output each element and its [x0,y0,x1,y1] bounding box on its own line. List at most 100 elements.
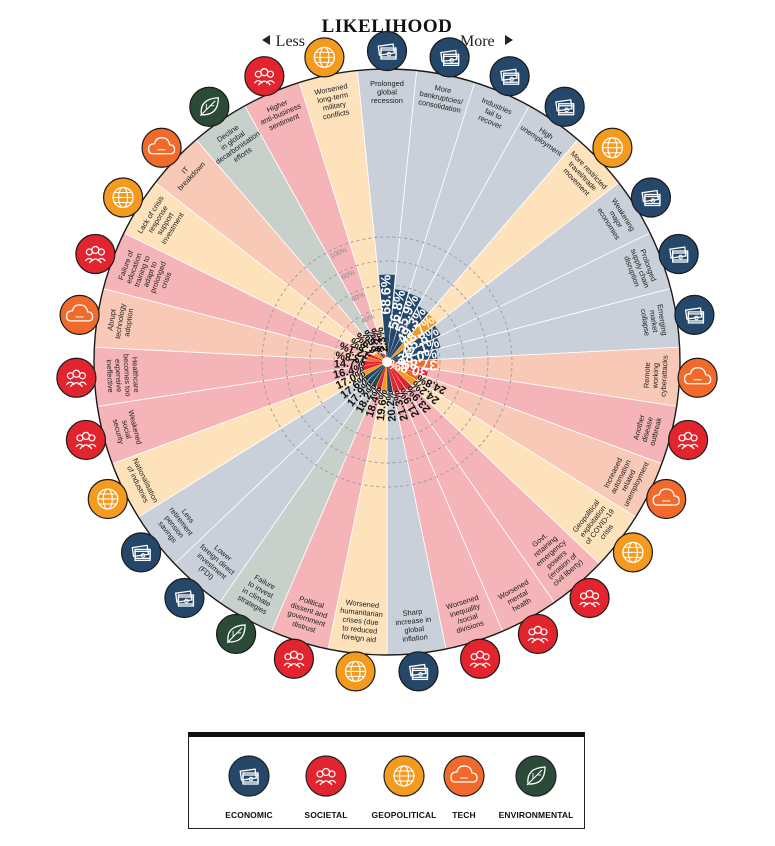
legend-label-tech: TECH [452,810,476,820]
value-label: 14.7% [334,357,366,371]
value-label: 2.3% [374,326,391,353]
bar [391,363,420,381]
legend-item-societal: SOCIETAL [281,737,371,834]
category-label: Worsened [345,598,379,610]
bar [368,353,383,361]
legend-item-tech: TECH [419,737,509,834]
category-label: humanitarian [340,606,383,619]
bar [387,289,409,358]
cloud-icon [677,357,718,398]
cloud-icon [59,294,100,336]
banknotes-icon [674,294,715,336]
category-label: expensive [113,359,124,393]
category-label: Abrupt [106,308,118,331]
cloud-icon [141,127,182,168]
category-label: collapse [639,308,652,336]
value-label: 20.2% [384,390,399,422]
value-label: 56.8% [385,288,409,331]
category-label: global [377,88,397,97]
leaf-icon [515,755,557,797]
people-icon [569,577,610,619]
bar [376,352,384,359]
value-label: 68.6% [378,274,394,314]
bar [362,362,383,371]
category-label: IT [180,164,191,175]
globe-icon [383,755,425,797]
cloud-icon [443,755,485,797]
value-label: 13.8% [334,348,367,365]
people-icon [56,357,97,398]
banknotes-icon [366,30,408,72]
more-arrow-icon [505,35,513,45]
category-label: Prolonged [370,79,404,88]
banknotes-icon [489,56,530,97]
bar [390,364,416,386]
people-icon [305,755,347,797]
bar [379,274,395,358]
category-label: Remote [642,362,652,388]
globe-icon [612,532,654,573]
banknotes-icon [398,651,439,692]
people-icon [244,56,285,97]
category-label: to reduced [342,623,378,635]
bar [381,366,387,391]
bar [380,352,385,359]
value-label: 38.0% [396,345,438,367]
bar [371,366,385,387]
legend: ECONOMIC SOCIETAL GEOPOLITICAL TECH ENVI… [188,732,585,829]
category-label: Sharp [402,607,423,618]
legend-label-environmental: ENVIRONMENTAL [498,810,574,820]
value-label: 19.6% [375,389,390,421]
grid-ring [333,308,441,416]
legend-label-economic: ECONOMIC [225,810,273,820]
banknotes-icon [164,577,205,619]
bar [391,359,438,370]
category-label: increase in [395,615,431,628]
category-label: working [650,363,660,390]
category-label: becomes too [122,354,133,397]
category-label: More [434,83,452,95]
bar [384,354,387,358]
category-label: adoption [122,308,135,337]
bar [390,325,441,360]
people-icon [517,613,559,655]
bar [363,363,383,376]
people-icon [65,419,107,461]
bar [391,349,438,362]
globe-icon [87,478,128,520]
banknotes-icon [544,86,585,127]
bar [382,353,386,358]
grid-ring [261,236,513,488]
category-label: inflation [402,632,428,644]
bar [365,356,383,362]
bar [389,365,412,390]
bar [391,362,429,377]
globe-icon [304,37,345,78]
category-label: crises (due [342,615,379,628]
legend-label-geopolitical: GEOPOLITICAL [371,810,437,820]
bar [364,364,384,380]
people-icon [667,419,709,461]
banknotes-icon [630,177,672,218]
category-label: global [404,624,425,635]
banknotes-icon [429,37,470,78]
bar [388,366,399,392]
bar [367,365,385,384]
leaf-icon [189,86,230,127]
category-label: foreign aid [341,632,376,644]
less-arrow-icon [262,35,270,45]
cloud-icon [646,478,687,520]
category-label: recession [371,96,403,105]
category-label: Healthcare [130,357,141,393]
category-label: cyberattacks [659,355,670,397]
banknotes-icon [120,532,162,573]
banknotes-icon [228,755,270,797]
bar [374,353,384,360]
less-label: Less [276,33,305,50]
bar [390,314,437,359]
people-icon [75,233,116,275]
bar [387,366,393,392]
people-icon [273,638,314,679]
legend-label-societal: SOCIETAL [304,810,348,820]
people-icon [460,638,501,679]
